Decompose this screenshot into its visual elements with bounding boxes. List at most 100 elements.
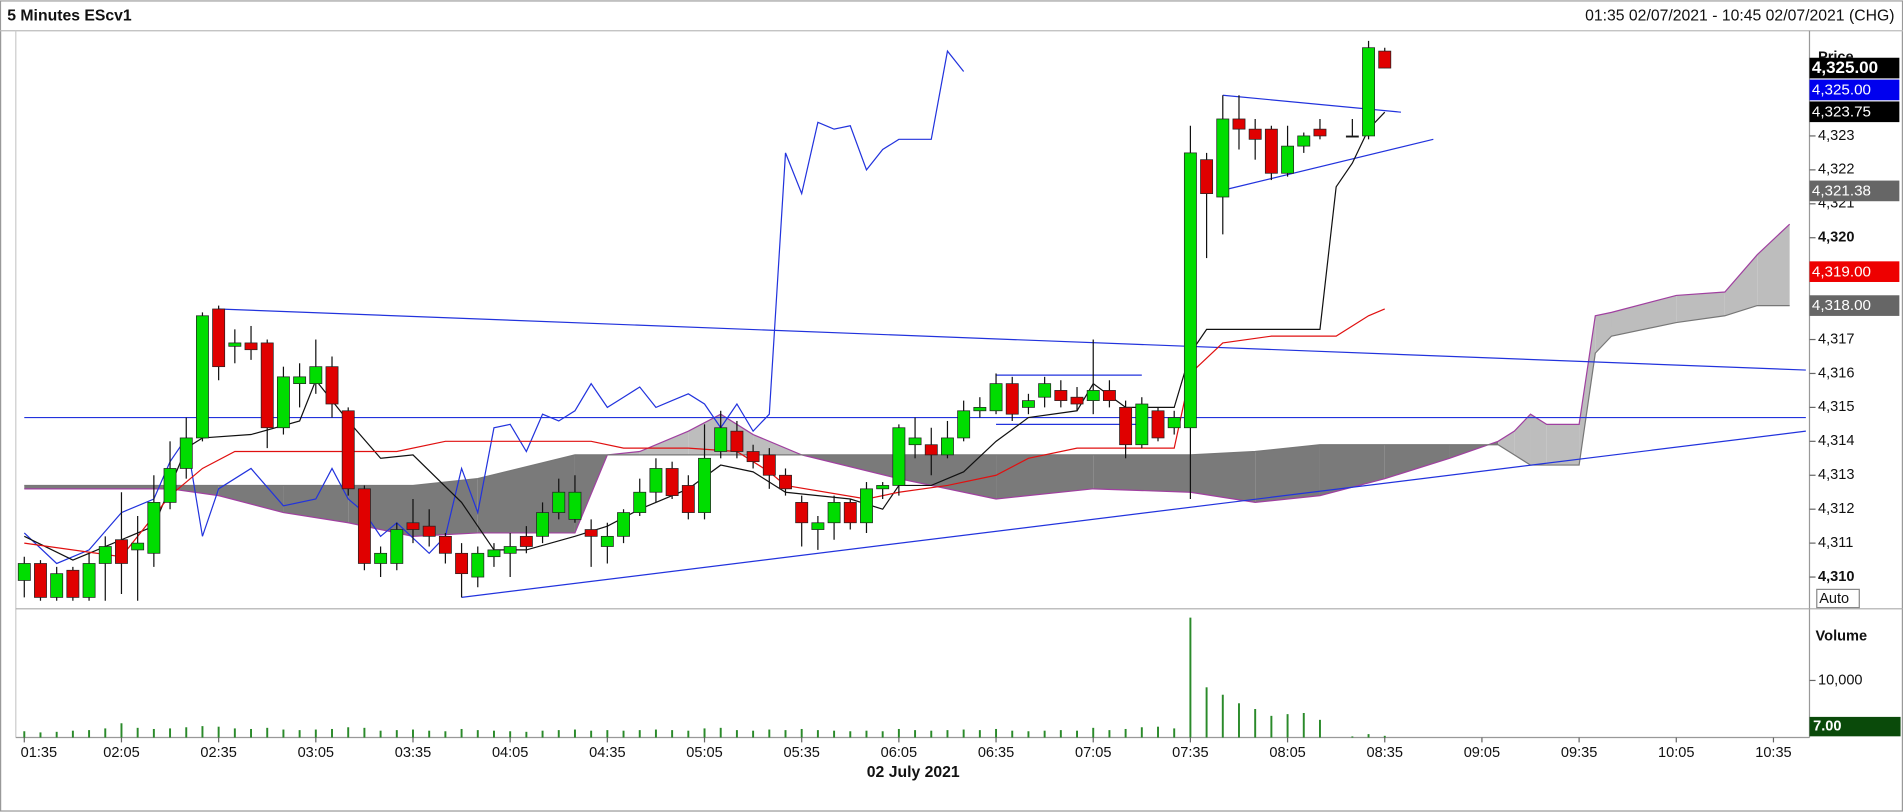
x-tick-label: 01:35: [21, 745, 57, 761]
candle-body: [681, 485, 695, 513]
candle-body: [876, 485, 890, 490]
candle-body: [1086, 390, 1100, 401]
candle-body: [1070, 396, 1084, 405]
candle-body: [698, 457, 711, 513]
cloud-fill: [1255, 444, 1320, 503]
candle-body: [892, 427, 906, 486]
candle-body: [82, 563, 96, 598]
price-label-box: [1809, 180, 1900, 202]
cloud-fill: [898, 454, 997, 500]
y-tick-label: 4,320: [1818, 230, 1854, 246]
x-tick-label: 10:35: [1755, 745, 1791, 761]
candle-body: [260, 342, 274, 429]
candle-body: [973, 407, 987, 412]
candle-body: [536, 512, 549, 537]
cloud-fill: [283, 485, 349, 523]
candle-body: [552, 491, 566, 513]
candle-body: [1313, 128, 1327, 137]
candle-body: [293, 376, 307, 385]
cloud-fill: [1757, 224, 1790, 306]
auto-button[interactable]: Auto: [1816, 588, 1860, 609]
x-tick-label: 08:05: [1269, 745, 1305, 761]
candle-body: [228, 342, 242, 347]
candle-body: [341, 410, 355, 490]
candle-body: [1167, 417, 1181, 429]
price-label: 4,321.38: [1812, 183, 1871, 200]
price-label: 4,318.00: [1812, 297, 1871, 314]
candle-body: [276, 376, 290, 429]
candle-body: [1297, 135, 1311, 147]
price-label-box: [1809, 261, 1900, 282]
trendline: [461, 430, 1806, 599]
candle-body: [1281, 145, 1295, 174]
candle-body: [924, 444, 938, 456]
plot-area: [17, 40, 1806, 601]
x-tick-label: 05:05: [686, 745, 722, 761]
candle-body: [762, 454, 776, 476]
candle-body: [66, 569, 80, 598]
price-label-box: [1809, 295, 1900, 316]
candle-body: [584, 529, 598, 537]
candle-body: [795, 502, 809, 524]
candle-body: [989, 383, 1003, 412]
candle-body: [1378, 50, 1392, 69]
candle-body: [941, 437, 954, 456]
x-tick-label: 09:35: [1561, 745, 1597, 761]
candle-body: [1135, 403, 1149, 446]
candle-body: [1183, 152, 1197, 429]
x-tick-label: 06:05: [881, 745, 917, 761]
y-tick-label: 4,322: [1818, 162, 1854, 178]
candle-body: [1054, 390, 1068, 401]
cloud-fill: [996, 454, 1094, 500]
cloud-fill: [1530, 414, 1547, 466]
x-tick-label: 06:35: [978, 745, 1014, 761]
candle-body: [422, 525, 436, 537]
candle-body: [244, 342, 258, 351]
candle-body: [115, 539, 128, 564]
y-tick-label: 4,312: [1818, 501, 1854, 517]
cloud-fill: [1595, 312, 1612, 354]
candle-body: [1005, 383, 1019, 415]
y-tick-label: 4,316: [1818, 365, 1854, 381]
cloud-fill: [1724, 254, 1758, 316]
candle-body: [633, 491, 647, 513]
date-range: 01:35 02/07/2021 - 10:45 02/07/2021 (CHG…: [1585, 7, 1894, 24]
candle-body: [1248, 128, 1262, 140]
cloud-fill: [1093, 454, 1191, 493]
price-label: 4,325.00: [1812, 82, 1871, 99]
x-tick-label: 03:35: [395, 745, 431, 761]
candle-body: [714, 427, 728, 452]
header: [1, 1, 1902, 31]
candle-body: [957, 410, 971, 439]
x-tick-label: 10:05: [1658, 745, 1694, 761]
candle-body: [309, 366, 323, 385]
auto-button-label[interactable]: Auto: [1819, 591, 1849, 607]
x-tick-label: 08:35: [1367, 745, 1403, 761]
candle-body: [1151, 410, 1165, 439]
cloud-fill: [574, 454, 608, 533]
x-tick-label: 03:05: [298, 745, 334, 761]
candle-body: [212, 308, 226, 368]
candle-body: [196, 315, 209, 439]
candle-body: [860, 488, 873, 524]
candle-body: [406, 522, 420, 530]
candle-body: [730, 430, 744, 452]
cloud-fill: [1449, 441, 1499, 459]
indicator-line: [23, 49, 965, 565]
candle-body: [779, 474, 792, 490]
date-label: 02 July 2021: [867, 764, 960, 781]
candle-body: [471, 552, 485, 578]
cloud-fill: [1498, 431, 1515, 455]
cloud-fill: [1676, 292, 1725, 323]
candle-body: [665, 468, 679, 496]
candle-body: [179, 437, 193, 469]
candle-body: [746, 451, 760, 463]
y-tick-label: 4,310: [1818, 569, 1854, 585]
x-tick-label: 02:05: [103, 745, 139, 761]
cloud-fill: [1384, 444, 1450, 479]
cloud-fill: [1190, 451, 1256, 503]
candle-body: [147, 502, 161, 554]
y-tick-label: 4,313: [1818, 467, 1854, 483]
volume-last-label: 7.00: [1813, 718, 1841, 734]
